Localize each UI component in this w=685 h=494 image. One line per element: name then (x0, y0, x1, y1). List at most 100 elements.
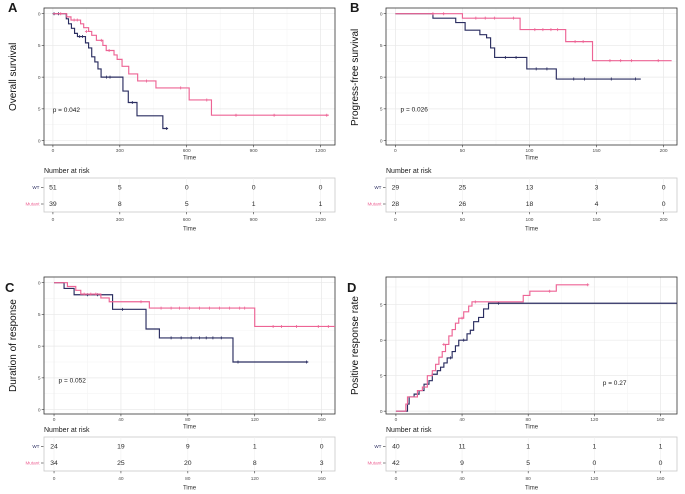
time-axis-label: Time (183, 227, 197, 233)
x-tick-label: 0 (53, 417, 56, 423)
censor-mark (582, 77, 586, 81)
km-plot: 0 50 100 150 200 0.00 0.25 0.50 0.75 1.00 Time p = … (380, 7, 678, 162)
risk-count: 8 (253, 460, 257, 467)
risk-row-label: WT (32, 185, 39, 190)
x-tick-label: 80 (526, 417, 532, 423)
panel-letter: D (347, 280, 357, 295)
censor-mark (84, 29, 88, 33)
x-tick-label: 80 (185, 476, 191, 482)
panel-c: C Duration of response 040801201600.000.… (0, 247, 342, 494)
x-tick-label: 600 (183, 217, 191, 223)
risk-count: 51 (49, 184, 57, 191)
y-axis-title: Duration of response (8, 299, 19, 393)
km-curve-wt (395, 13, 641, 80)
censor-mark (474, 16, 478, 20)
censor-mark (104, 75, 108, 79)
y-tick-label: 1.00 (38, 11, 41, 17)
x-tick-label: 1200 (315, 217, 326, 223)
km-curve-mutant (395, 284, 588, 412)
y-axis-title: Overall survival (8, 42, 19, 112)
censor-mark (204, 336, 208, 340)
risk-row-label: WT (374, 185, 381, 190)
risk-box (385, 177, 678, 213)
censor-mark (545, 67, 549, 71)
risk-count: 0 (319, 184, 323, 191)
risk-count: 29 (392, 184, 400, 191)
risk-count: 1 (592, 443, 596, 450)
risk-box (385, 436, 678, 472)
panel-letter: C (5, 280, 15, 295)
risk-row-label: WT (374, 444, 381, 449)
risk-header: Number at risk (386, 168, 432, 175)
time-axis-label: Time (183, 156, 197, 162)
x-tick-label: 200 (660, 148, 668, 154)
x-tick-label: 0 (52, 217, 55, 223)
censor-mark (305, 360, 309, 364)
censor-mark (139, 300, 143, 304)
censor-mark (326, 324, 330, 328)
risk-table: Number at risk WT 29 25 13 3 0 Mutant 28 26 18 4 0 0 5… (367, 168, 678, 233)
x-tick-label: 80 (526, 476, 532, 482)
x-tick-label: 300 (116, 217, 124, 223)
y-tick-label: 0.00 (38, 138, 41, 144)
x-tick-label: 40 (459, 476, 465, 482)
risk-count: 13 (526, 184, 534, 191)
censor-mark (586, 283, 590, 287)
censor-mark (316, 324, 320, 328)
censor-mark (581, 40, 585, 44)
risk-count: 0 (659, 460, 663, 467)
risk-count: 39 (49, 201, 57, 208)
p-value-label: p = 0.27 (603, 380, 627, 387)
risk-row-label: Mutant (25, 461, 40, 466)
p-value-label: p = 0.052 (59, 377, 87, 384)
censor-mark (189, 336, 193, 340)
risk-count: 5 (118, 184, 122, 191)
x-tick-label: 50 (460, 217, 466, 223)
x-tick-label: 160 (318, 417, 326, 423)
censor-mark (81, 35, 85, 39)
censor-mark (198, 336, 202, 340)
panel-letter: A (8, 0, 18, 15)
y-tick-label: 0.75 (380, 302, 383, 308)
censor-mark (236, 360, 240, 364)
censor-mark (279, 324, 283, 328)
risk-count: 0 (662, 184, 666, 191)
risk-count: 1 (252, 201, 256, 208)
censor-mark (243, 306, 247, 310)
risk-count: 0 (185, 184, 189, 191)
censor-mark (159, 306, 163, 310)
time-axis-label: Time (525, 156, 539, 162)
risk-count: 25 (117, 460, 125, 467)
x-tick-label: 40 (118, 476, 124, 482)
censor-mark (78, 35, 82, 39)
panel-border (43, 7, 336, 146)
x-tick-label: 160 (656, 476, 664, 482)
risk-count: 42 (392, 460, 400, 467)
censor-mark (179, 86, 183, 90)
risk-count: 40 (392, 443, 400, 450)
x-tick-label: 120 (251, 476, 259, 482)
y-tick-label: 0.25 (38, 376, 41, 382)
risk-row-label: Mutant (367, 461, 382, 466)
risk-table: Number at risk WT 24 19 9 1 0 Mutant 34 25 20 8 3 0 40… (25, 427, 336, 492)
risk-count: 4 (595, 201, 599, 208)
risk-count: 20 (184, 460, 192, 467)
x-tick-label: 0 (395, 476, 398, 482)
censor-mark (533, 28, 537, 32)
risk-count: 5 (526, 460, 530, 467)
censor-mark (107, 48, 111, 52)
risk-count: 26 (459, 201, 467, 208)
km-plot: 0 40 80 120 160 0.00 0.25 0.50 0.75 Time p = 0.27 (380, 276, 678, 431)
censor-mark (169, 306, 173, 310)
y-tick-label: 0.00 (380, 138, 383, 144)
censor-mark (549, 28, 553, 32)
censor-mark (89, 292, 93, 296)
censor-mark (442, 342, 446, 346)
censor-mark (295, 324, 299, 328)
censor-mark (629, 59, 633, 63)
risk-row-label: WT (32, 444, 39, 449)
risk-count: 1 (253, 443, 257, 450)
